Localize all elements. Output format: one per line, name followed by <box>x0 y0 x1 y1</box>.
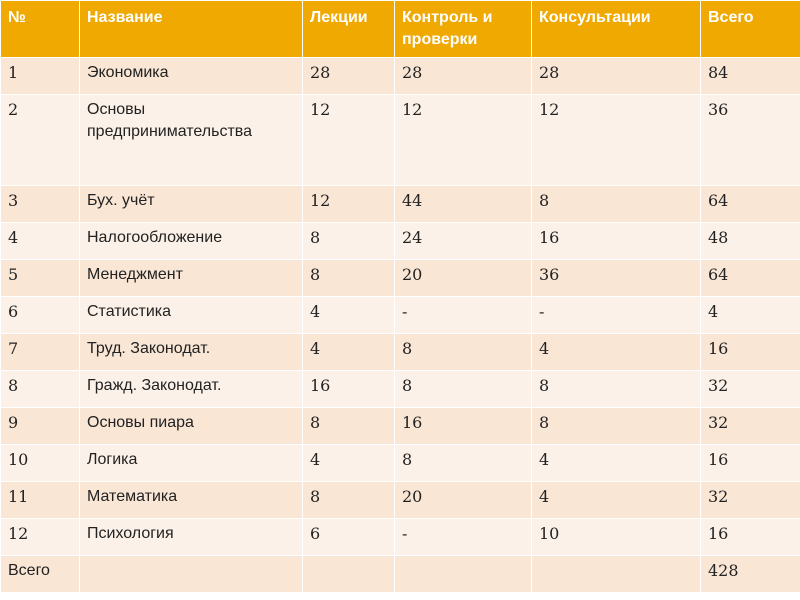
cell-number: 4 <box>0 222 80 260</box>
cell-lectures: 8 <box>302 222 395 260</box>
cell-total: 16 <box>700 518 800 556</box>
cell-number: 3 <box>0 185 80 223</box>
cell-total: 84 <box>700 57 800 95</box>
cell-lectures: 12 <box>302 185 395 223</box>
cell-consultations: 8 <box>531 370 701 408</box>
cell-lectures: 4 <box>302 444 395 482</box>
cell-lectures: 8 <box>302 481 395 519</box>
cell-consultations: 10 <box>531 518 701 556</box>
cell-control: - <box>394 518 532 556</box>
total-row-label: Всего <box>0 555 80 593</box>
cell-consultations: 8 <box>531 407 701 445</box>
cell-name: Математика <box>79 481 303 519</box>
cell-control: 16 <box>394 407 532 445</box>
cell-consultations: - <box>531 296 701 334</box>
cell-control: 44 <box>394 185 532 223</box>
header-row: № Название Лекции Контроль и проверки Ко… <box>0 0 800 58</box>
cell-name <box>79 555 303 593</box>
cell-control: 20 <box>394 481 532 519</box>
header-cell-name: Название <box>79 0 303 58</box>
cell-control: - <box>394 296 532 334</box>
cell-consultations: 36 <box>531 259 701 297</box>
cell-consultations <box>531 555 701 593</box>
cell-control: 8 <box>394 370 532 408</box>
cell-total: 36 <box>700 94 800 186</box>
cell-number: 8 <box>0 370 80 408</box>
cell-control: 24 <box>394 222 532 260</box>
table-row: 4 Налогообложение 8 24 16 48 <box>0 222 800 260</box>
cell-number: 1 <box>0 57 80 95</box>
cell-lectures: 12 <box>302 94 395 186</box>
cell-control: 8 <box>394 333 532 371</box>
cell-number: 10 <box>0 444 80 482</box>
cell-name: Экономика <box>79 57 303 95</box>
cell-consultations: 16 <box>531 222 701 260</box>
cell-total: 32 <box>700 407 800 445</box>
cell-number: 11 <box>0 481 80 519</box>
total-row: Всего 428 <box>0 555 800 593</box>
cell-consultations: 4 <box>531 444 701 482</box>
cell-name: Основы пиара <box>79 407 303 445</box>
cell-lectures: 4 <box>302 333 395 371</box>
cell-name: Менеджмент <box>79 259 303 297</box>
cell-lectures: 4 <box>302 296 395 334</box>
cell-number: 5 <box>0 259 80 297</box>
header-cell-consultations: Консультации <box>531 0 701 58</box>
cell-name: Логика <box>79 444 303 482</box>
cell-name: Основы предпринимательства <box>79 94 303 186</box>
cell-consultations: 4 <box>531 481 701 519</box>
table-row: 10 Логика 4 8 4 16 <box>0 444 800 482</box>
cell-control: 20 <box>394 259 532 297</box>
header-cell-lectures: Лекции <box>302 0 395 58</box>
cell-control <box>394 555 532 593</box>
cell-lectures: 6 <box>302 518 395 556</box>
cell-total: 32 <box>700 481 800 519</box>
cell-name: Бух. учёт <box>79 185 303 223</box>
cell-total: 48 <box>700 222 800 260</box>
header-cell-control: Контроль и проверки <box>394 0 532 58</box>
cell-consultations: 4 <box>531 333 701 371</box>
cell-lectures: 16 <box>302 370 395 408</box>
cell-consultations: 12 <box>531 94 701 186</box>
cell-lectures: 28 <box>302 57 395 95</box>
cell-number: 12 <box>0 518 80 556</box>
cell-consultations: 28 <box>531 57 701 95</box>
cell-name: Психология <box>79 518 303 556</box>
table-row: 2 Основы предпринимательства 12 12 12 36 <box>0 94 800 186</box>
cell-name: Гражд. Законодат. <box>79 370 303 408</box>
table-row: 3 Бух. учёт 12 44 8 64 <box>0 185 800 223</box>
header-cell-number: № <box>0 0 80 58</box>
cell-control: 8 <box>394 444 532 482</box>
table-row: 8 Гражд. Законодат. 16 8 8 32 <box>0 370 800 408</box>
cell-control: 12 <box>394 94 532 186</box>
cell-total: 64 <box>700 185 800 223</box>
cell-total: 4 <box>700 296 800 334</box>
table-row: 1 Экономика 28 28 28 84 <box>0 57 800 95</box>
cell-control: 28 <box>394 57 532 95</box>
cell-number: 7 <box>0 333 80 371</box>
cell-lectures: 8 <box>302 259 395 297</box>
cell-consultations: 8 <box>531 185 701 223</box>
cell-name: Статистика <box>79 296 303 334</box>
table-row: 7 Труд. Законодат. 4 8 4 16 <box>0 333 800 371</box>
table-row: 5 Менеджмент 8 20 36 64 <box>0 259 800 297</box>
header-cell-total: Всего <box>700 0 800 58</box>
cell-number: 6 <box>0 296 80 334</box>
table-row: 12 Психология 6 - 10 16 <box>0 518 800 556</box>
cell-number: 2 <box>0 94 80 186</box>
table-row: 6 Статистика 4 - - 4 <box>0 296 800 334</box>
table-row: 9 Основы пиара 8 16 8 32 <box>0 407 800 445</box>
cell-total: 64 <box>700 259 800 297</box>
cell-name: Налогообложение <box>79 222 303 260</box>
cell-total: 32 <box>700 370 800 408</box>
cell-lectures <box>302 555 395 593</box>
cell-total: 16 <box>700 333 800 371</box>
grand-total-value: 428 <box>700 555 800 593</box>
table-row: 11 Математика 8 20 4 32 <box>0 481 800 519</box>
cell-total: 16 <box>700 444 800 482</box>
cell-number: 9 <box>0 407 80 445</box>
cell-name: Труд. Законодат. <box>79 333 303 371</box>
cell-lectures: 8 <box>302 407 395 445</box>
